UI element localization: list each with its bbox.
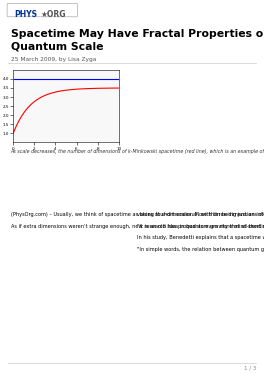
Text: PHYS: PHYS [15,9,37,19]
Text: values at short scales. More than being just an interesting idea, this phenomeno: values at short scales. More than being … [137,212,264,252]
FancyBboxPatch shape [7,3,77,17]
Text: 1 / 3: 1 / 3 [244,366,256,370]
Text: 25 March 2009, by Lisa Zyga: 25 March 2009, by Lisa Zyga [11,57,96,62]
Text: Spacetime May Have Fractal Properties on a
Quantum Scale: Spacetime May Have Fractal Properties on… [11,29,264,51]
Text: (PhysOrg.com) – Usually, we think of spacetime as being four-dimensional, with t: (PhysOrg.com) – Usually, we think of spa… [11,212,264,229]
Text: As scale decreases, the number of dimensions of k-Minkowski spacetime (red line): As scale decreases, the number of dimens… [11,149,264,154]
Text: ★ORG: ★ORG [41,9,67,19]
